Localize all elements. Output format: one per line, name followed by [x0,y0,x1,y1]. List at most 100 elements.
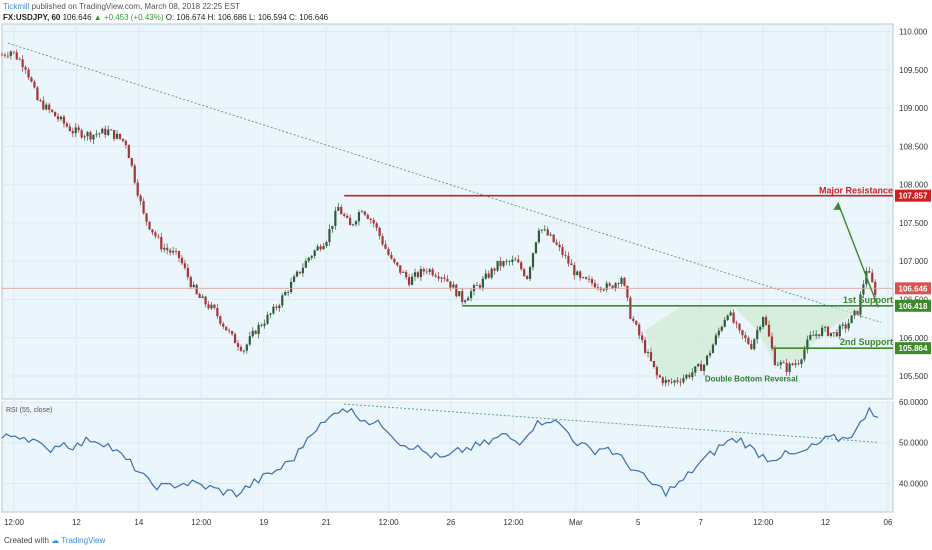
low-text: L: 106.594 [248,13,287,22]
time-tick-label: 5 [636,518,641,527]
candle-body [561,247,564,255]
candle-body [292,276,296,282]
price-tick-label: 107.000 [899,257,928,266]
footer-text: Created with [4,536,49,545]
candle-body [236,343,240,347]
candle-body [841,324,844,326]
double-bottom-area [645,307,864,384]
candle-body [340,207,343,215]
candle-body [449,281,452,288]
candle-body [416,272,420,278]
publish-text: published on TradingView.com, March 08, … [31,2,241,11]
candle-body [437,276,440,279]
candle-body [487,273,490,278]
symbol-info: FX:USDJPY, 60 106.646 ▲ +0.453 (+0.43%) … [3,13,328,23]
candle-body [806,339,809,350]
candle-body [753,339,756,350]
candle-body [570,263,573,266]
candle-body [528,267,532,279]
candle-body [652,361,656,368]
candle-body [720,326,723,331]
candle-body [346,216,349,218]
candle-body [219,316,222,324]
candle-body [381,236,384,245]
candle-body [585,277,588,279]
candle-body [337,207,340,211]
time-tick-label: 06 [884,518,893,527]
candle-body [71,131,74,134]
candle-body [313,250,316,256]
candle-body [818,334,821,336]
time-tick-label: Mar [569,518,583,527]
candle-body [48,104,51,110]
candle-body [617,283,620,285]
publisher-link[interactable]: Tickmill [3,2,30,11]
candle-body [390,254,393,259]
candle-body [596,287,599,289]
candle-body [582,277,585,278]
candle-body [142,201,145,214]
time-tick-label: 21 [322,518,331,527]
time-tick-label: 12:00 [753,518,774,527]
candle-body [620,277,623,284]
candle-body [608,283,611,286]
candle-body [254,330,257,334]
candle-body [113,130,116,139]
candle-body [829,332,833,336]
candle-body [83,136,86,138]
tradingview-link[interactable]: TradingView [61,536,106,545]
publish-info: Tickmill published on TradingView.com, M… [3,2,240,12]
candle-body [169,250,172,253]
candle-body [295,271,299,277]
candle-body [428,269,431,272]
candle-body [705,355,709,365]
candle-body [756,329,759,340]
candle-body [764,317,768,325]
candle-body [520,262,523,270]
candle-body [387,248,390,255]
candle-body [242,350,245,352]
candle-body [248,336,251,345]
candle-body [605,283,608,290]
candle-body [410,276,414,285]
candle-body [685,374,688,379]
candle-body [148,221,151,230]
candle-body [263,323,266,326]
candle-body [714,335,717,345]
candle-body [735,322,738,324]
second-support-price-badge-bg [895,342,931,355]
candle-body [77,127,80,131]
candle-body [602,289,605,291]
candle-body [443,277,446,279]
candle-body [369,218,372,220]
candle-body [576,271,579,276]
candle-body [773,348,776,366]
candle-body [393,258,396,263]
candle-body [225,326,228,331]
candle-body [464,300,467,303]
candle-body [95,134,98,135]
projection-arrow-head [833,201,842,210]
candle-body [198,294,201,298]
rsi-title: RSI (55, close) [6,407,52,414]
candle-body [45,104,48,110]
candle-body [287,291,290,293]
candle-body [785,362,788,373]
candle-body [835,332,838,337]
resistance-price-badge: 107.857 [899,192,928,201]
candle-body [328,229,331,243]
candle-body [499,260,502,267]
candle-body [543,229,546,231]
candle-body [475,285,479,286]
candle-body [782,362,785,364]
candle-body [251,330,254,337]
candle-body [30,77,33,82]
candle-body [65,123,68,127]
rsi-line [1,406,879,498]
candle-body [614,283,617,289]
candle-body [469,291,473,299]
candle-body [316,246,319,251]
candle-body [51,109,54,112]
candle-body [540,229,543,231]
